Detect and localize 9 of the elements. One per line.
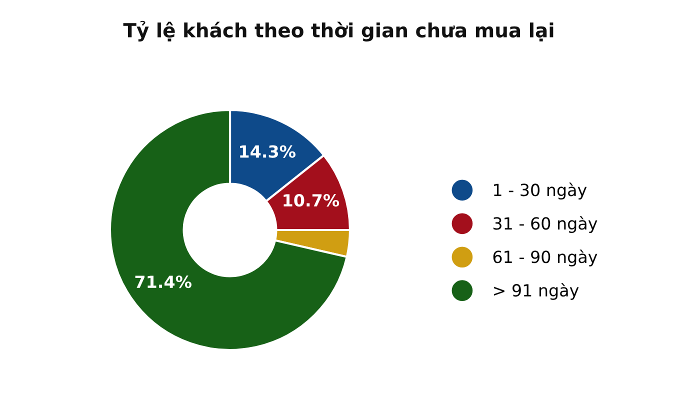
legend-label: > 91 ngày <box>494 283 579 300</box>
legend-label: 61 - 90 ngày <box>493 250 598 266</box>
data-label: 14.3% <box>240 145 296 158</box>
legend-label: 31 - 60 ngày <box>493 216 598 233</box>
donut-slice <box>108 108 348 352</box>
data-label: 71.4% <box>135 275 192 288</box>
data-label: 10.7% <box>284 194 340 207</box>
legend-label: 1 - 30 ngày <box>494 182 587 200</box>
chart-title: Tỷ lệ khách theo thời gian chưa mua lại <box>123 20 554 42</box>
